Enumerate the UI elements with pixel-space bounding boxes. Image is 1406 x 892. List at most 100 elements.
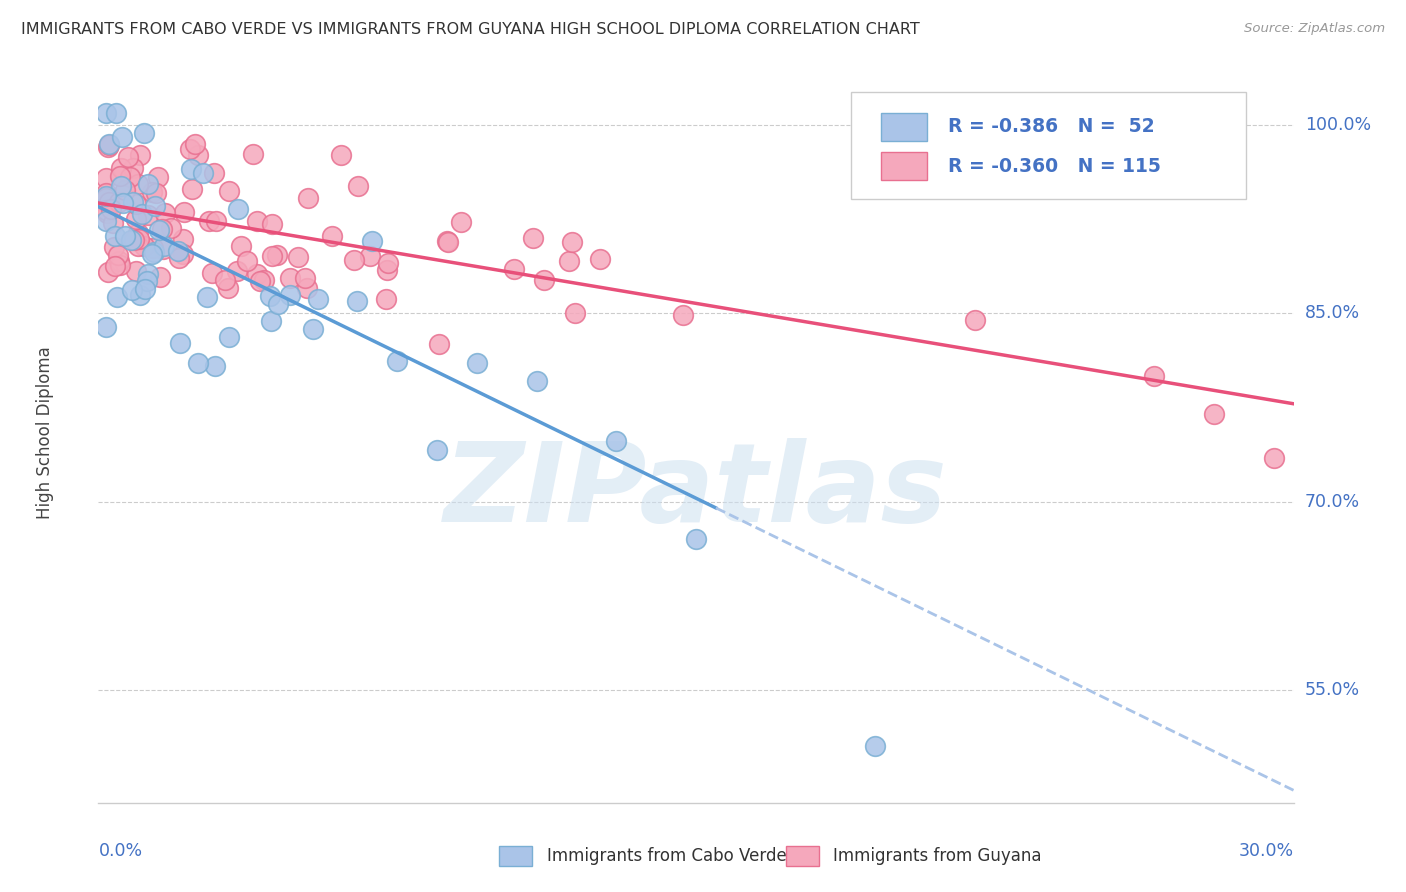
Point [141,185,163,199]
Point [426,443,449,458]
Point [141,246,163,260]
Point [96,191,118,205]
Point [160,220,183,235]
Point [100,202,122,216]
Point [132,238,155,252]
Point [153,239,176,253]
Point [110,258,132,272]
Point [97,265,120,279]
Text: ZIPatlas: ZIPatlas [444,438,948,545]
Text: High School Diploma: High School Diploma [35,346,53,519]
Point [465,356,488,370]
Point [262,249,284,263]
Point [131,207,153,221]
Point [242,147,264,161]
Point [167,252,190,266]
Point [427,337,450,351]
Point [526,375,548,389]
Text: 70.0%: 70.0% [1305,492,1360,510]
Point [110,129,132,144]
FancyBboxPatch shape [786,846,820,866]
Point [502,261,524,276]
Text: Immigrants from Guyana: Immigrants from Guyana [834,847,1042,865]
Point [146,169,169,184]
Point [120,233,142,247]
Point [184,137,207,152]
Point [605,434,627,449]
Point [145,186,167,200]
Point [128,147,150,161]
Point [96,320,118,334]
Point [377,255,399,269]
Point [321,229,343,244]
Point [564,306,586,320]
Point [136,267,159,281]
Point [136,177,159,191]
Point [214,272,236,286]
Point [134,282,156,296]
Point [436,234,458,248]
Point [1202,407,1225,421]
Point [121,161,143,175]
Point [96,105,118,120]
Point [302,322,325,336]
Point [187,356,209,370]
Point [198,214,221,228]
Point [260,217,283,231]
Point [127,177,149,191]
Point [173,205,195,219]
Point [266,248,288,262]
Point [437,235,460,249]
Point [132,126,155,140]
Text: R = -0.360   N = 115: R = -0.360 N = 115 [948,157,1161,176]
Point [150,222,173,236]
Point [246,214,269,228]
Point [136,208,159,222]
Point [98,194,121,209]
Point [385,354,409,368]
Point [522,231,544,245]
Point [226,202,249,216]
Point [307,292,329,306]
Point [218,330,240,344]
Point [179,142,201,156]
Point [343,252,366,267]
Point [152,242,174,256]
Point [195,290,218,304]
Point [172,247,194,261]
Point [169,336,191,351]
Point [187,148,209,162]
Text: 0.0%: 0.0% [98,842,142,860]
Point [110,178,132,193]
Point [135,274,157,288]
Point [231,239,253,253]
FancyBboxPatch shape [852,92,1246,200]
Text: Immigrants from Cabo Verde: Immigrants from Cabo Verde [547,847,786,865]
Point [267,296,290,310]
Point [287,250,309,264]
Point [142,245,165,260]
Point [97,138,120,153]
Point [201,266,224,280]
Point [359,249,381,263]
Point [114,183,136,197]
Point [125,212,148,227]
Point [297,191,319,205]
Point [96,171,118,186]
Point [104,105,127,120]
Point [125,197,148,211]
Point [107,248,129,262]
Point [121,194,143,209]
Point [108,169,131,183]
Point [361,234,384,248]
Point [294,270,316,285]
Point [672,308,695,322]
Point [280,287,302,301]
Point [204,214,226,228]
Point [104,229,127,244]
Point [117,150,139,164]
Point [118,169,141,184]
Point [1263,450,1285,465]
Point [589,252,612,267]
Point [127,239,149,253]
